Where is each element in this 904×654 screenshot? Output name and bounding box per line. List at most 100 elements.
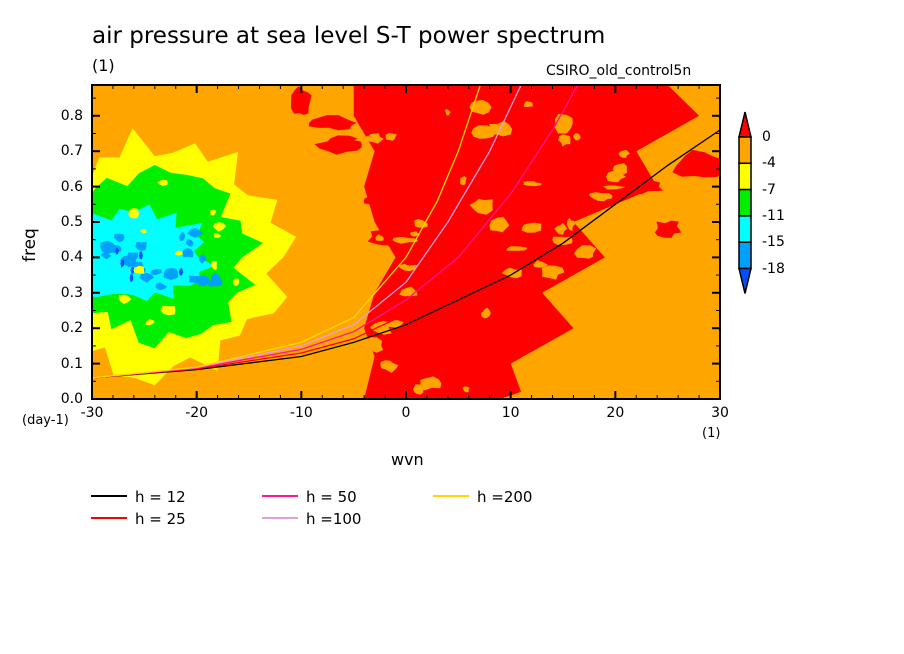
x-tick-label: 20 (606, 405, 625, 421)
curve-h50 (92, 85, 579, 379)
chart-title: air pressure at sea level S-T power spec… (92, 23, 606, 49)
y-tick-label: 0.3 (60, 284, 83, 301)
region-lightblue (207, 277, 223, 287)
region-hole (489, 216, 510, 233)
region-yellow-patch (214, 233, 222, 238)
region-hole (523, 387, 547, 399)
region-lightblue (198, 254, 207, 264)
region-lightblue (182, 248, 194, 258)
region-yellow-patch (160, 305, 176, 316)
region-hole (410, 231, 420, 237)
region-hole (523, 360, 530, 373)
region-hole (460, 176, 467, 186)
colorbar-segment (738, 162, 752, 191)
region-lightblue (139, 272, 154, 283)
region-hole (375, 234, 384, 241)
contour-field (92, 85, 720, 399)
region-hole (552, 289, 572, 301)
region-hole (481, 307, 491, 319)
region-hole (618, 381, 629, 394)
region-blue (129, 274, 134, 282)
region-positive-patch (672, 149, 720, 178)
region-hole (533, 260, 548, 268)
region-hole (618, 149, 630, 158)
region-yellow-patch (140, 228, 147, 234)
region-positive-patch (442, 364, 495, 390)
region-yellow-patch (157, 179, 168, 186)
legend-label: h =200 (477, 488, 533, 506)
region-lightblue (186, 239, 194, 247)
region-hole (523, 101, 534, 107)
region-hole (399, 263, 418, 272)
region-positive-patch (606, 176, 664, 195)
region-hole (566, 217, 576, 231)
y-axis-unit: (day-1) (22, 413, 69, 428)
curve-h200 (92, 85, 481, 379)
x-tick-label: 10 (501, 405, 520, 421)
y-tick-label: 0.6 (60, 178, 83, 195)
region-cyan (92, 204, 215, 301)
region-yellow-patch (230, 194, 241, 206)
region-hole (618, 374, 630, 379)
x-tick-label: -10 (289, 405, 313, 421)
y-tick-label: 0.1 (60, 355, 83, 372)
x-tick-label: 30 (711, 405, 729, 421)
colorbar-label: -4 (762, 155, 776, 172)
region-positive-patch (314, 135, 362, 155)
x-tick-label: -20 (185, 405, 209, 421)
region-hole (462, 386, 470, 393)
legend-line (433, 495, 469, 497)
colorbar-segment (738, 241, 752, 270)
region-yellow-patch (174, 250, 183, 256)
region-hole (554, 222, 568, 235)
region-hole (606, 170, 626, 183)
colorbar-segment (738, 136, 752, 165)
region-hole (471, 125, 496, 139)
region-hole (603, 320, 623, 326)
region-positive-patch (363, 194, 408, 209)
region-yellow-patch (210, 261, 217, 270)
region-blue (139, 251, 143, 260)
region-hole (573, 133, 581, 141)
region-hole (444, 109, 451, 116)
region-lightblue (127, 252, 139, 260)
y-tick-label: 0.5 (60, 213, 83, 230)
region-hole (501, 267, 522, 279)
colorbar-label: -7 (762, 181, 776, 198)
region-positive-patch (654, 220, 681, 238)
region-hole (541, 353, 562, 370)
x-axis-unit: (1) (702, 426, 721, 441)
region-hole (590, 309, 611, 320)
x-tick-label: 0 (401, 405, 411, 421)
y-tick-label: 0.7 (60, 143, 83, 160)
region-hole (631, 225, 640, 236)
dispersion-curves (92, 85, 720, 379)
region-hole (560, 366, 575, 377)
region-hole (392, 236, 418, 244)
region-hole (612, 163, 628, 175)
legend-line (91, 495, 127, 497)
colorbar-label: -15 (762, 234, 785, 251)
region-hole (558, 134, 571, 147)
region-lightblue (163, 268, 178, 280)
region-blue (178, 267, 184, 276)
region-hole (385, 132, 397, 141)
y-tick-label: 0.0 (60, 391, 83, 407)
colorbar-segment (738, 267, 752, 294)
region-blue (120, 259, 125, 268)
legend-label: h = 25 (135, 510, 186, 528)
legend-line (262, 495, 298, 497)
region-hole (541, 265, 565, 280)
colorbar (738, 111, 752, 294)
legend-label: h = 12 (135, 488, 186, 506)
colorbar-label: 0 (762, 129, 771, 145)
region-positive-patch (290, 86, 312, 115)
x-tick-label: -30 (80, 405, 104, 421)
region-hole (523, 181, 542, 187)
y-tick-label: 0.4 (60, 249, 83, 266)
y-tick-label: 0.8 (60, 107, 83, 124)
region-yellow-patch (133, 265, 145, 274)
region-lightblue (178, 231, 186, 241)
region-lightblue (135, 241, 147, 251)
region-hole (380, 360, 399, 373)
